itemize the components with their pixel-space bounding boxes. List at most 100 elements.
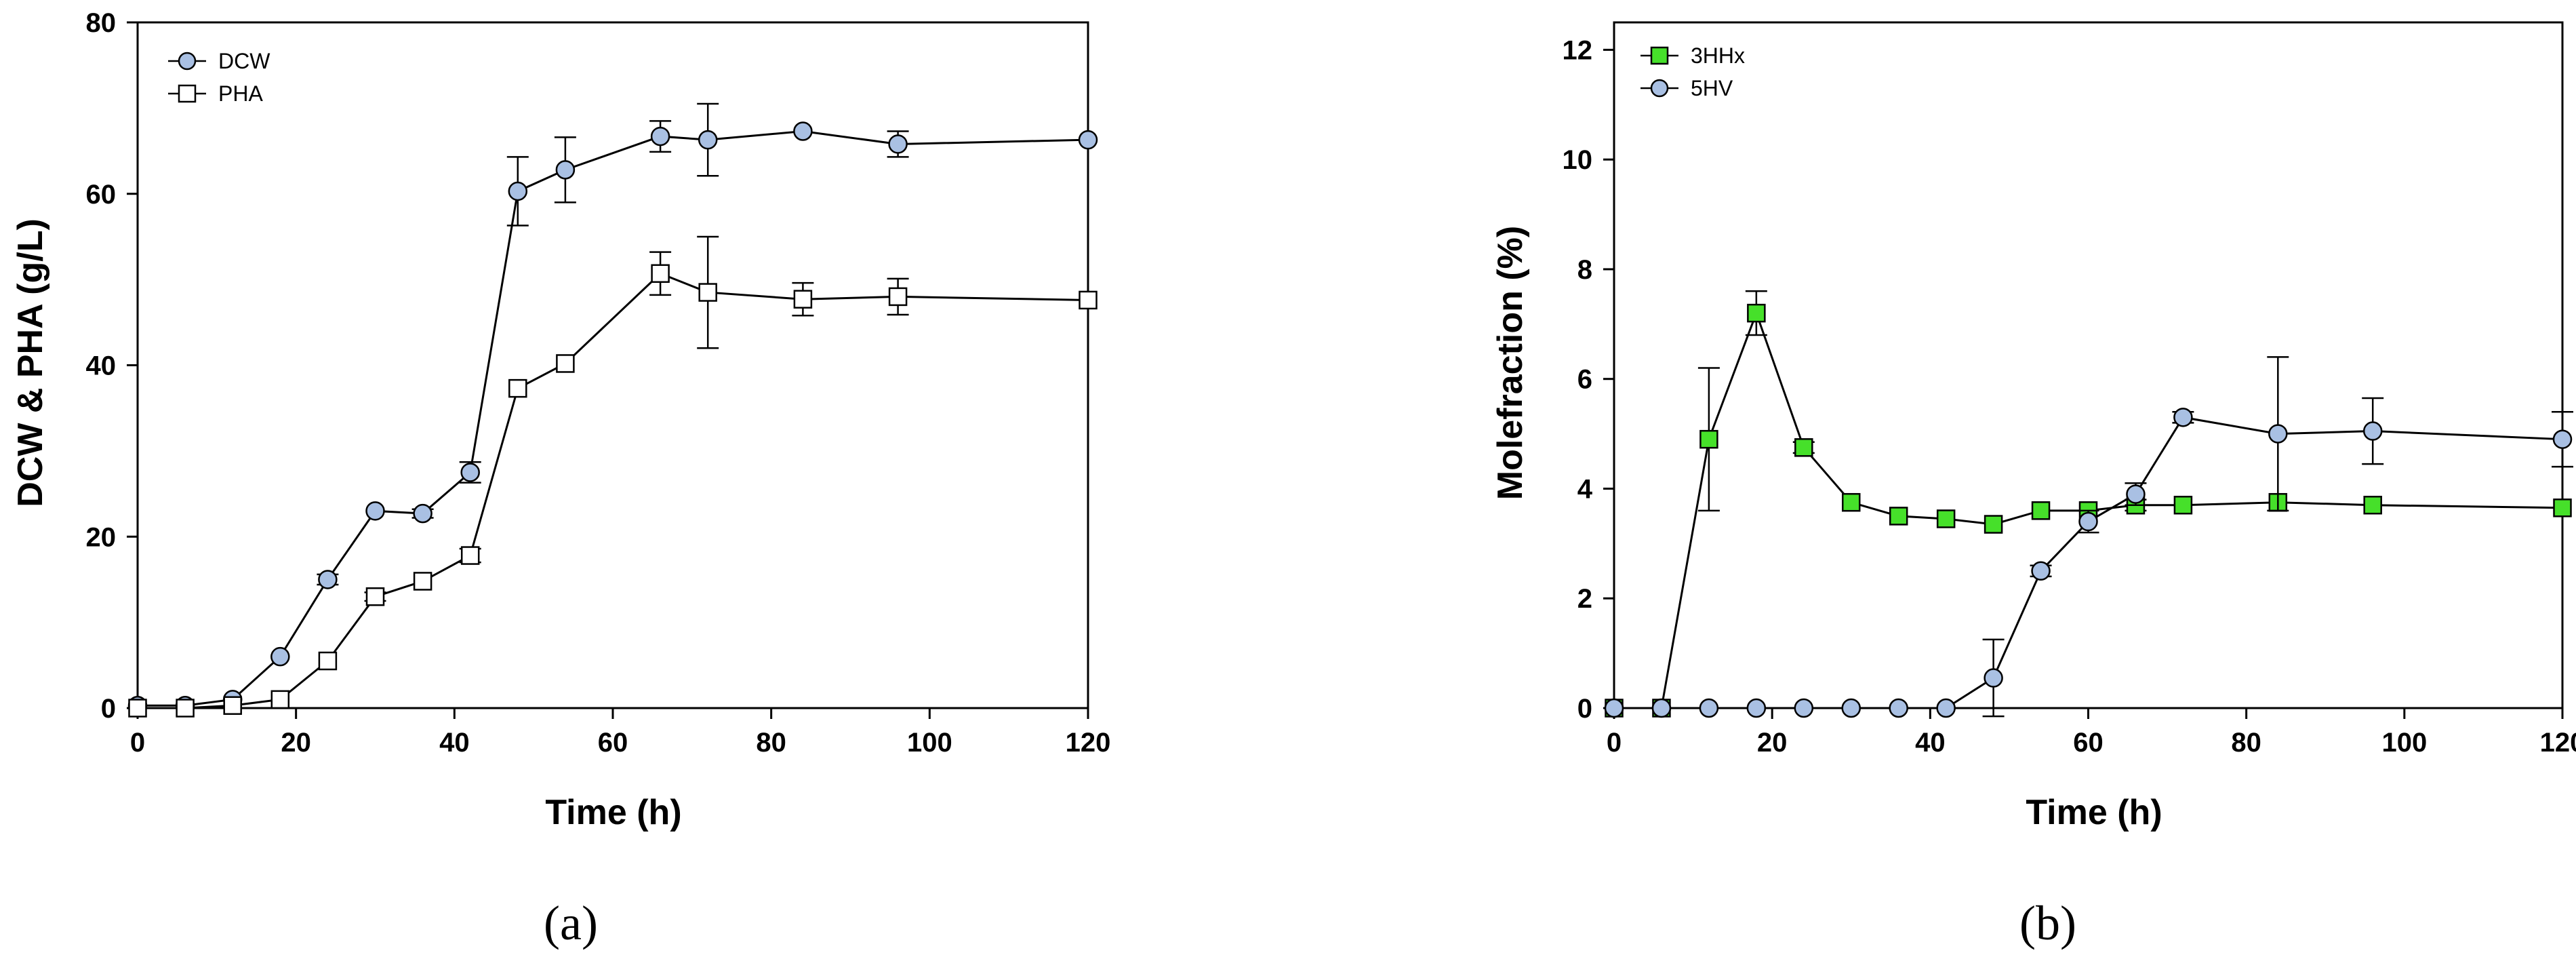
- panel-b-series-3hhx-point: [2363, 495, 2382, 515]
- panel-b-x-tick-label: 120: [2540, 728, 2576, 758]
- panel-a-series-dcw-point: [698, 130, 718, 150]
- panel-b-series-5hv-point: [2268, 424, 2288, 444]
- panel-a-series-pha-point: [365, 587, 385, 606]
- panel-b-y-tick-label: 12: [1563, 35, 1593, 65]
- panel-b-series-5hv-point: [1889, 698, 1908, 718]
- panel-a-x-tick-label: 40: [439, 728, 470, 758]
- panel-b-series-3hhx-point: [1984, 515, 2003, 534]
- panel-b-series-5hv-point: [2031, 561, 2051, 581]
- panel-a-series-dcw-point: [413, 503, 432, 524]
- panel-a-series-dcw-point: [555, 160, 576, 180]
- legend-3hhx-marker: [1650, 46, 1669, 65]
- panel-b-x-tick-label: 0: [1607, 728, 1622, 758]
- panel-b-series-5hv-point: [1651, 698, 1672, 718]
- panel-a-chart: Time (h) DCW & PHA (g/L) (a) 0 20 40 60 80 10…: [11, 8, 1110, 950]
- panel-b-x-axis-title: Time (h): [2026, 793, 2162, 832]
- panel-b-series-3hhx-point: [2553, 499, 2572, 517]
- panel-b-x-tick-label: 40: [1915, 728, 1946, 758]
- panel-a-x-tick-label: 120: [1066, 728, 1111, 758]
- panel-a-y-tick-label: 20: [86, 522, 117, 552]
- panel-b-x-tick-label: 60: [2073, 728, 2104, 758]
- panel-a-y-axis-title: DCW & PHA (g/L): [11, 218, 50, 507]
- panel-b-y-tick-label: 0: [1577, 694, 1592, 724]
- panel-a-series-pha-point: [651, 264, 670, 284]
- panel-b-series-3hhx-point: [1747, 303, 1766, 323]
- panel-b-series-5hv-point: [2552, 429, 2573, 449]
- panel-a-series-dcw-point: [365, 501, 385, 521]
- panel-a-x-axis-title: Time (h): [545, 793, 681, 832]
- panel-b-y-tick-label: 8: [1577, 255, 1592, 285]
- panel-b-x-tick-label: 100: [2381, 728, 2427, 758]
- panel-a-series-pha-point: [128, 699, 147, 718]
- panel-a-series-pha-line: [138, 272, 1089, 709]
- panel-a-series-dcw-line: [138, 130, 1089, 707]
- panel-a-y-tick-label: 60: [86, 180, 117, 210]
- panel-b-series-5hv-point: [1794, 698, 1814, 718]
- panel-a-series-pha-point: [556, 354, 575, 373]
- panel-b-series-5hv-point: [1604, 698, 1624, 718]
- panel-a-series-pha-point: [318, 651, 338, 671]
- panel-b-x-tick-label: 80: [2231, 728, 2261, 758]
- panel-a-series-pha-point: [270, 690, 290, 709]
- panel-b-y-tick-label: 2: [1577, 584, 1592, 614]
- panel-a-x-tick-label: 100: [907, 728, 952, 758]
- legend-pha-label: PHA: [218, 81, 263, 106]
- legend-3hhx-label: 3HHx: [1691, 43, 1745, 68]
- panel-b-y-axis-title: Molefraction (%): [1491, 226, 1530, 500]
- panel-a-x-tick-label: 20: [281, 728, 311, 758]
- panel-a-series-dcw-point: [650, 126, 670, 147]
- panel-b-series-3hhx-point: [1889, 507, 1908, 526]
- panel-a-x-tick-label: 60: [598, 728, 628, 758]
- panel-a-series-pha-point: [413, 572, 432, 591]
- panel-b-series-5hv-point: [1841, 698, 1861, 718]
- panel-b-plot-frame: [1613, 21, 2564, 709]
- legend-pha-marker: [178, 84, 197, 103]
- panel-b-series-3hhx-point: [1794, 438, 1813, 457]
- panel-a-series-pha-point: [460, 546, 480, 565]
- panel-b-series-5hv-point: [2078, 511, 2098, 532]
- panel-a-series-pha-point: [1079, 290, 1098, 310]
- panel-a-series-dcw-point: [270, 646, 290, 667]
- panel-a-series-dcw-point: [508, 181, 528, 201]
- panel-a-y-tick-label: 80: [86, 8, 117, 38]
- panel-a-series-pha-point: [176, 699, 195, 718]
- panel-b-series-3hhx-point: [1936, 509, 1956, 528]
- panel-a-series-pha-point: [793, 290, 813, 309]
- panel-b-series-5hv-point: [2126, 484, 2146, 504]
- panel-b-x-tick-label: 20: [1757, 728, 1788, 758]
- panel-b-series-5hv-line: [1614, 416, 2563, 709]
- panel-b-series-5hv-point: [1699, 698, 1719, 718]
- panel-b-series-3hhx-point: [1699, 429, 1718, 449]
- panel-b-series-5hv-point: [2362, 421, 2383, 441]
- panel-b-series-3hhx-line: [1614, 310, 2563, 709]
- panel-a-series-dcw-point: [1078, 130, 1098, 150]
- panel-b-series-5hv-point: [1936, 698, 1956, 718]
- panel-b-series-5hv-point: [2173, 408, 2193, 427]
- panel-a-label: (a): [544, 896, 598, 950]
- panel-a-y-tick-label: 40: [86, 351, 117, 381]
- panel-b-series-5hv-point: [1984, 668, 2003, 688]
- panel-a-series-dcw-point: [318, 570, 338, 589]
- panel-b-series-3hhx-point: [2173, 495, 2193, 515]
- legend-5hv-label: 5HV: [1691, 76, 1733, 100]
- panel-a-x-tick-label: 80: [756, 728, 786, 758]
- panel-b-y-tick-label: 10: [1563, 145, 1593, 175]
- panel-a-series-pha-point: [508, 378, 527, 398]
- panel-a-series-dcw-point: [460, 463, 480, 482]
- panel-b-y-tick-label: 6: [1577, 365, 1592, 395]
- panel-a-series-pha-point: [698, 283, 717, 302]
- legend-5hv-marker: [1650, 79, 1669, 98]
- panel-b-series-3hhx-point: [1842, 492, 1861, 512]
- legend-dcw-label: DCW: [218, 49, 270, 73]
- panel-a-series-dcw-point: [888, 134, 908, 154]
- panel-a-series-dcw-point: [793, 121, 813, 141]
- panel-b-y-tick-label: 4: [1577, 474, 1593, 504]
- panel-b-chart: Time (h) Molefraction (%) (b) 0 20 40 60 80 1…: [1491, 21, 2576, 950]
- panel-a-series-pha-point: [223, 696, 242, 715]
- panel-a-plot-frame: [136, 21, 1089, 709]
- panel-a-series-pha-point: [888, 287, 908, 307]
- legend-dcw-marker: [178, 52, 197, 71]
- panel-b-series-3hhx-point: [2031, 501, 2051, 520]
